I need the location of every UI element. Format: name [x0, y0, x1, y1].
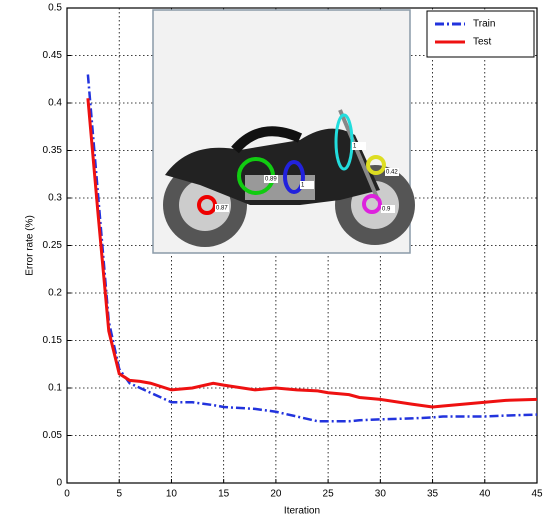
x-tick-label: 40	[479, 489, 491, 500]
inset-label: 0.42	[386, 170, 398, 176]
y-tick-label: 0.15	[43, 335, 63, 346]
y-tick-label: 0	[56, 478, 62, 489]
inset-label: 0.89	[265, 177, 277, 183]
x-tick-label: 15	[218, 489, 230, 500]
y-tick-label: 0.5	[48, 3, 62, 14]
y-tick-label: 0.1	[48, 383, 62, 394]
inset-label: 0.87	[216, 206, 228, 212]
y-tick-label: 0.45	[43, 50, 63, 61]
y-tick-label: 0.05	[43, 430, 63, 441]
x-tick-label: 45	[531, 489, 543, 500]
x-axis-label: Iteration	[284, 506, 320, 517]
legend-label: Train	[473, 19, 495, 30]
x-tick-label: 5	[116, 489, 122, 500]
inset-label: 0.9	[382, 207, 391, 213]
y-tick-label: 0.4	[48, 98, 62, 109]
x-tick-label: 30	[375, 489, 387, 500]
y-axis-label: Error rate (%)	[25, 215, 36, 276]
legend-label: Test	[473, 37, 492, 48]
y-tick-label: 0.3	[48, 193, 62, 204]
x-tick-label: 0	[64, 489, 70, 500]
x-tick-label: 25	[323, 489, 335, 500]
x-tick-label: 20	[270, 489, 282, 500]
y-tick-label: 0.25	[43, 240, 63, 251]
x-tick-label: 35	[427, 489, 439, 500]
chart: 0 0.05 0.1 0.15 0.2 0.25 0.3 0.35 0.4 0.45 0.5 0 5 10…	[0, 0, 548, 522]
x-tick-label: 10	[166, 489, 178, 500]
y-tick-label: 0.35	[43, 145, 63, 156]
y-tick-label: 0.2	[48, 288, 62, 299]
